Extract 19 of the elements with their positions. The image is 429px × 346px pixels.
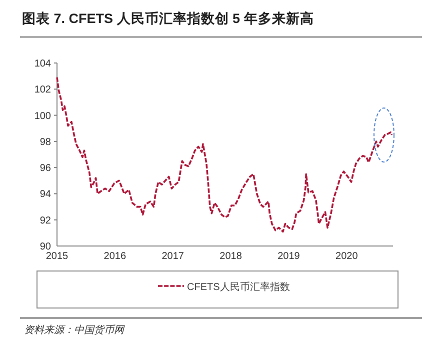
x-tick-label: 2015: [46, 251, 69, 262]
legend: CFETS人民币汇率指数: [36, 270, 398, 308]
y-tick-label: 94: [40, 189, 52, 200]
x-tick-label: 2020: [336, 251, 358, 262]
y-tick-label: 100: [34, 110, 52, 122]
y-tick-label: 90: [40, 242, 52, 252]
x-tick-label: 2018: [220, 251, 242, 262]
chart-title: 图表 7. CFETS 人民币汇率指数创 5 年多来新高: [22, 10, 314, 26]
y-tick-label: 102: [34, 84, 52, 96]
text: 资料来源：中国货币网: [24, 324, 125, 336]
y-tick-label: 92: [40, 215, 52, 226]
line-series: [56, 76, 393, 233]
x-tick-label: 2016: [104, 251, 126, 262]
y-tick-label: 104: [34, 58, 52, 70]
y-tick-label: 96: [40, 163, 52, 174]
legend-label: CFETS人民币汇率指数: [187, 281, 290, 293]
y-tick-label: 98: [40, 136, 52, 148]
x-tick-label: 2017: [162, 251, 184, 262]
x-tick-label: 2019: [278, 251, 300, 262]
